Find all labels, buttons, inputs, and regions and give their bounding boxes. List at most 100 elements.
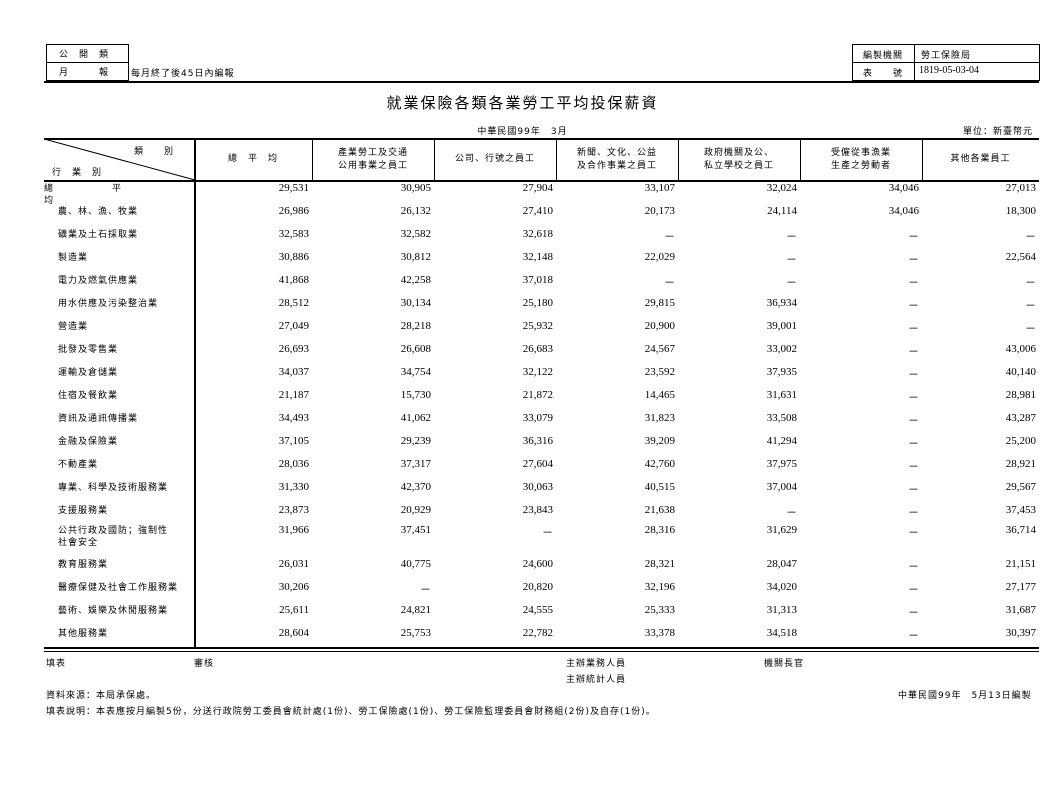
agency-head-label: 機關長官 [764, 659, 805, 669]
table-cell: 42,370 [400, 481, 431, 493]
row-label: 用水供應及污染整治業 [58, 299, 159, 309]
table-cell: 34,046 [888, 182, 919, 194]
table-cell: 43,006 [1005, 343, 1036, 355]
table-cell: － [420, 584, 431, 596]
table-cell: 43,287 [1005, 412, 1036, 424]
table-cell: 24,555 [522, 604, 553, 616]
table-cell: 37,451 [400, 524, 431, 536]
table-cell: 22,782 [522, 627, 553, 639]
table-cell: 31,313 [766, 604, 797, 616]
table-cell: － [908, 392, 919, 404]
table-cell: － [1025, 277, 1036, 289]
table-cell: 31,631 [766, 389, 797, 401]
table-cell: 37,018 [522, 274, 553, 286]
wage-table: 類 別 行 業 別 總 平 均 產業勞工及交通 公用事業之員工 公司、行號之員工 新聞… [44, 138, 1039, 649]
table-cell: 34,046 [888, 205, 919, 217]
agency-label: 編製機關 [863, 51, 904, 61]
table-cell: 40,515 [644, 481, 675, 493]
column-header: 產業勞工及交通 公用事業之員工 [337, 147, 408, 171]
table-cell: 30,905 [400, 182, 431, 194]
row-label: 支援服務業 [58, 506, 109, 516]
table-cell: 30,812 [400, 251, 431, 263]
table-cell: 37,105 [278, 435, 309, 447]
table-cell: － [786, 254, 797, 266]
table-cell: － [908, 461, 919, 473]
table-cell: 29,239 [400, 435, 431, 447]
table-cell: 40,775 [400, 558, 431, 570]
reviewer-label: 審核 [194, 659, 215, 669]
table-cell: 33,002 [766, 343, 797, 355]
row-label: 其他服務業 [58, 629, 109, 639]
statistics-officer-label: 主辦統計人員 [566, 675, 627, 685]
table-cell: 41,062 [400, 412, 431, 424]
column-header: 新聞、文化、公益 及合作事業之員工 [576, 147, 657, 171]
table-cell: 36,714 [1005, 524, 1036, 536]
table-cell: 26,683 [522, 343, 553, 355]
column-header: 政府機關及公、 私立學校之員工 [703, 147, 774, 171]
table-cell: 25,932 [522, 320, 553, 332]
table-cell: 39,209 [644, 435, 675, 447]
table-cell: 20,820 [522, 581, 553, 593]
agency-box: 編製機關 勞工保險局 表 號 1819-05-03-04 [852, 44, 1040, 81]
table-cell: 31,823 [644, 412, 675, 424]
table-cell: 26,693 [278, 343, 309, 355]
row-label: 總 平 均 [44, 184, 181, 206]
corner-category-label: 類 別 [134, 147, 175, 157]
table-cell: － [908, 254, 919, 266]
report-title: 就業保險各類各業勞工平均投保薪資 [386, 94, 659, 112]
table-cell: － [908, 484, 919, 496]
row-label: 藝術、娛樂及休閒服務業 [58, 606, 169, 616]
row-label: 專業、科學及技術服務業 [58, 483, 169, 493]
table-cell: 39,001 [766, 320, 797, 332]
table-cell: 32,148 [522, 251, 553, 263]
table-cell: 32,196 [644, 581, 675, 593]
table-cell: 37,453 [1005, 504, 1036, 516]
table-cell: － [908, 630, 919, 642]
table-cell: 36,316 [522, 435, 553, 447]
table-cell: － [1025, 300, 1036, 312]
table-cell: 32,122 [522, 366, 553, 378]
table-cell: 33,378 [644, 627, 675, 639]
table-cell: 30,886 [278, 251, 309, 263]
table-cell: 40,140 [1005, 366, 1036, 378]
public-class-label: 公 開 類 [59, 50, 110, 60]
table-cell: 30,206 [278, 581, 309, 593]
table-cell: 18,300 [1005, 205, 1036, 217]
table-cell: 21,187 [278, 389, 309, 401]
table-cell: 32,618 [522, 228, 553, 240]
agency-value: 勞工保險局 [921, 51, 972, 61]
table-cell: 21,872 [522, 389, 553, 401]
table-cell: － [908, 507, 919, 519]
filler-label: 填表 [46, 659, 67, 669]
row-label: 不動產業 [58, 460, 99, 470]
table-cell: 26,132 [400, 205, 431, 217]
table-cell: 26,031 [278, 558, 309, 570]
table-cell: 41,294 [766, 435, 797, 447]
report-date: 中華民國99年 3月 [477, 127, 568, 137]
table-cell: 23,592 [644, 366, 675, 378]
row-label: 金融及保險業 [58, 437, 119, 447]
table-cell: 42,760 [644, 458, 675, 470]
table-cell: － [786, 507, 797, 519]
table-cell: 20,173 [644, 205, 675, 217]
table-cell: － [664, 277, 675, 289]
table-cell: 29,531 [278, 182, 309, 194]
table-cell: 14,465 [644, 389, 675, 401]
form-number-value: 1819-05-03-04 [919, 65, 979, 76]
table-cell: 34,493 [278, 412, 309, 424]
table-cell: 37,975 [766, 458, 797, 470]
header-diagonal [44, 138, 196, 181]
table-cell: － [908, 561, 919, 573]
row-label: 營造業 [58, 322, 89, 332]
table-cell: 27,904 [522, 182, 553, 194]
table-cell: 28,604 [278, 627, 309, 639]
column-header: 公司、行號之員工 [454, 154, 535, 164]
row-label: 批發及零售業 [58, 345, 119, 355]
table-cell: 15,730 [400, 389, 431, 401]
fill-instructions: 填表說明：本表應按月編製5份，分送行政院勞工委員會統計處(1份)、勞工保險處(1… [46, 707, 656, 717]
row-label: 電力及燃氣供應業 [58, 276, 139, 286]
table-cell: 42,258 [400, 274, 431, 286]
table-cell: 32,583 [278, 228, 309, 240]
table-cell: 34,037 [278, 366, 309, 378]
table-cell: 28,218 [400, 320, 431, 332]
